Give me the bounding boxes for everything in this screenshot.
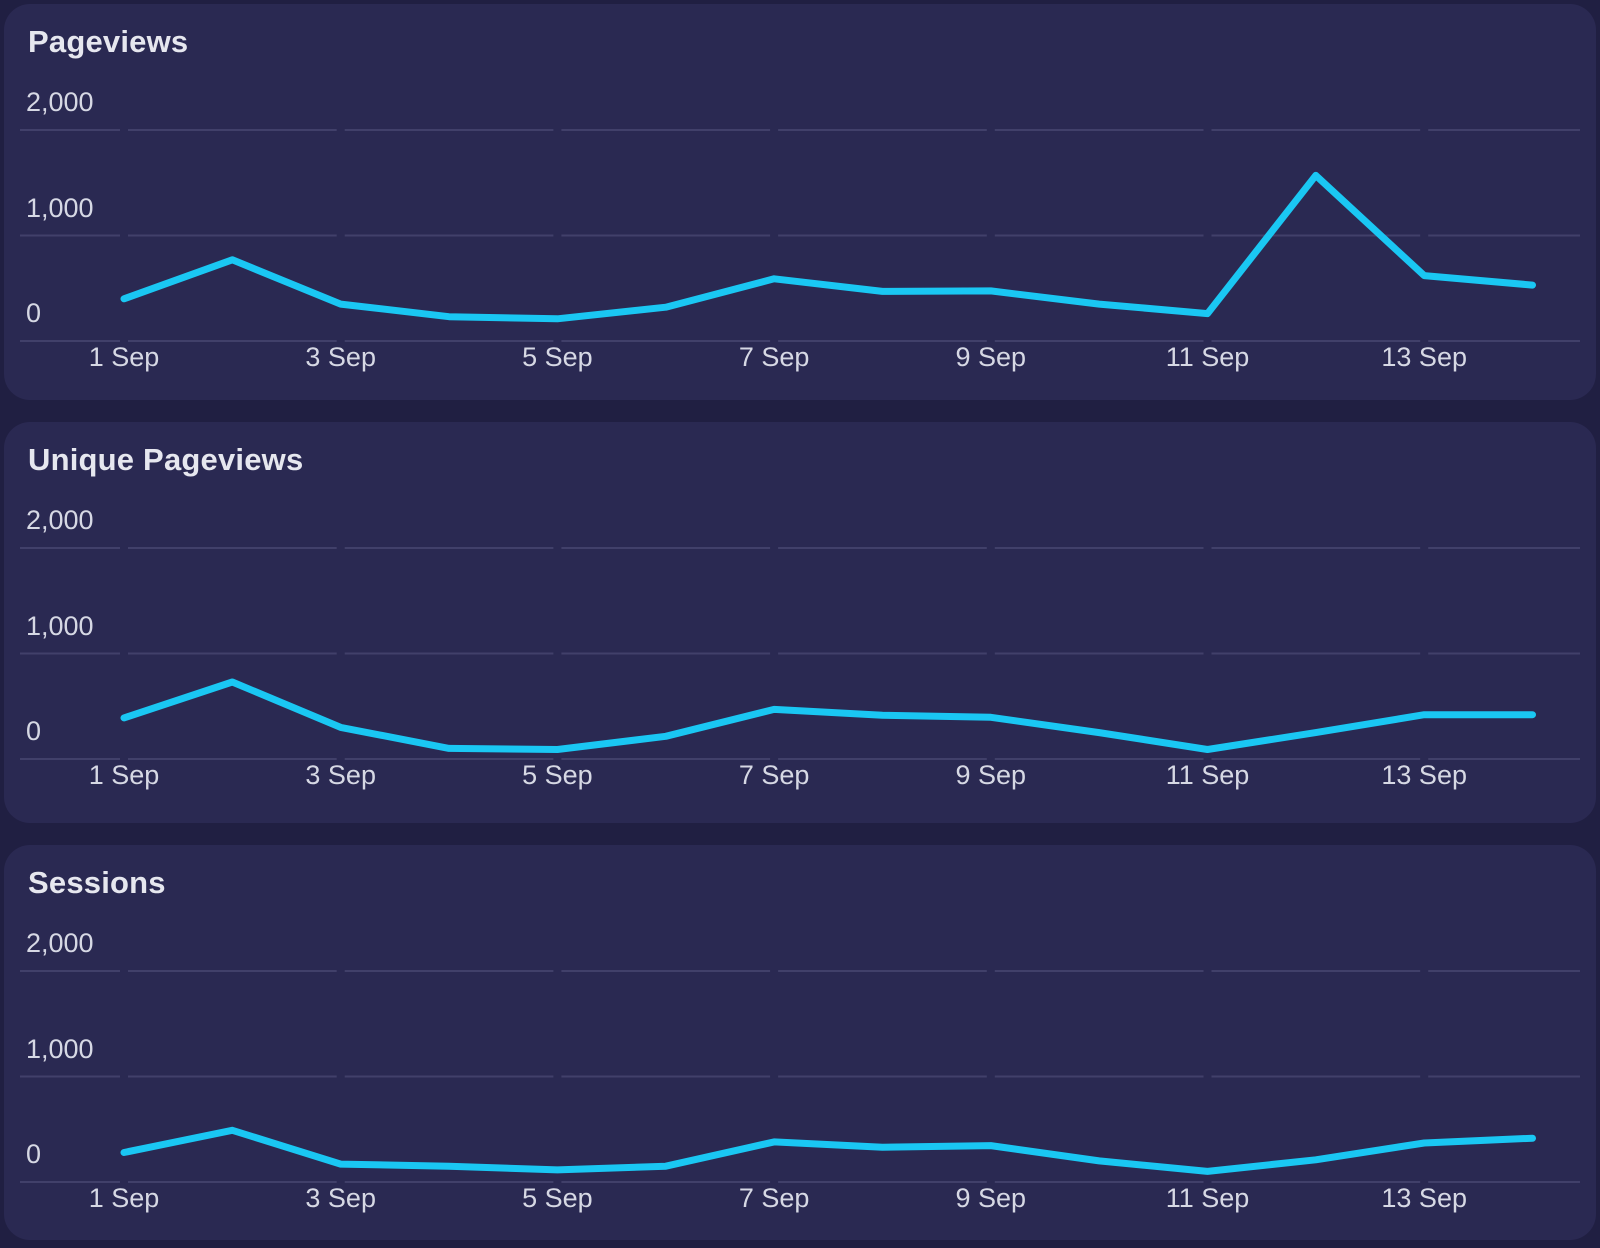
x-axis-tick-label: 11 Sep	[1165, 342, 1250, 372]
y-axis-tick-label: 1,000	[26, 192, 94, 223]
x-axis-tick-label: 11 Sep	[1165, 1183, 1250, 1213]
x-axis-tick-label: 1 Sep	[88, 1183, 160, 1213]
x-axis-tick-label: 9 Sep	[955, 1183, 1027, 1213]
data-line	[120, 1126, 1536, 1175]
x-axis-tick-label: 13 Sep	[1381, 342, 1467, 372]
y-axis-tick-label: 0	[26, 716, 42, 746]
unique-pageviews-title: Unique Pageviews	[28, 442, 304, 477]
x-axis-tick-label: 9 Sep	[955, 342, 1027, 372]
pageviews-title: Pageviews	[28, 24, 189, 59]
x-axis-tick-label: 5 Sep	[522, 760, 593, 790]
x-axis-tick-label: 5 Sep	[522, 342, 593, 372]
x-axis-tick-label: 5 Sep	[522, 1183, 593, 1213]
data-line	[120, 678, 1536, 753]
x-axis-tick-label: 11 Sep	[1165, 760, 1250, 790]
sessions-title: Sessions	[28, 865, 166, 900]
x-axis-tick-label: 7 Sep	[738, 1183, 810, 1213]
x-axis-tick-label: 3 Sep	[305, 342, 376, 372]
chart-canvas[interactable]	[4, 4, 1596, 400]
x-axis-tick-label: 7 Sep	[738, 342, 810, 372]
y-axis-tick-label: 0	[26, 1139, 42, 1169]
data-line	[120, 171, 1536, 323]
x-axis-tick-label: 9 Sep	[955, 760, 1027, 790]
chart-canvas[interactable]	[4, 845, 1596, 1240]
unique-pageviews-chart: 0 1,000 2,000 1 Sep 3 Sep 5 Sep 7 Sep 9 Sep 11 S…	[4, 422, 1596, 823]
pageviews-chart: 0 1,000 2,000 1 Sep 3 Sep 5 Sep 7 Sep 9 Sep 11 S…	[4, 4, 1596, 400]
sessions-chart: 0 1,000 2,000 1 Sep 3 Sep 5 Sep 7 Sep 9 Sep 11 S…	[4, 845, 1596, 1240]
y-axis-tick-label: 0	[26, 298, 42, 328]
x-axis-tick-label: 1 Sep	[88, 760, 160, 790]
unique-pageviews-panel: Unique Pageviews 0 1,000 2,000 1 Sep 3 Sep 5 …	[4, 422, 1596, 823]
y-axis-tick-label: 1,000	[26, 610, 94, 641]
y-axis-tick-label: 1,000	[26, 1033, 94, 1064]
pageviews-panel: Pageviews 0 1,000 2,000 1 Sep 3 Sep 5 Sep 7 Se…	[4, 4, 1596, 400]
x-axis-tick-label: 3 Sep	[305, 1183, 376, 1213]
sessions-panel: Sessions 0 1,000 2,000 1 Sep 3 Sep 5 Sep 7 Sep…	[4, 845, 1596, 1240]
x-axis-tick-label: 13 Sep	[1381, 760, 1467, 790]
x-axis-tick-label: 13 Sep	[1381, 1183, 1467, 1213]
chart-canvas[interactable]	[4, 422, 1596, 823]
y-axis-tick-label: 2,000	[26, 928, 94, 958]
x-axis-tick-label: 3 Sep	[305, 760, 376, 790]
x-axis-tick-label: 7 Sep	[738, 760, 810, 790]
x-axis-tick-label: 1 Sep	[88, 342, 160, 372]
y-axis-tick-label: 2,000	[26, 505, 94, 535]
y-axis-tick-label: 2,000	[26, 87, 94, 117]
